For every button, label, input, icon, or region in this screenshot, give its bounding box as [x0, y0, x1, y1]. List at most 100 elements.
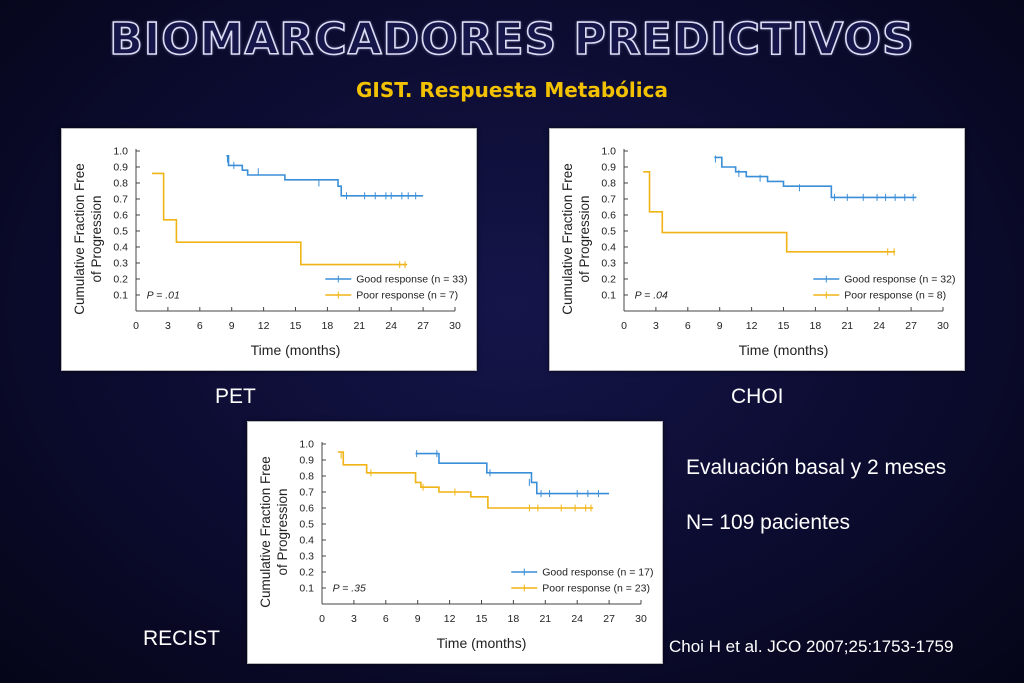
x-tick-label: 27 — [603, 613, 615, 625]
evaluation-note: Evaluación basal y 2 meses — [686, 456, 947, 479]
y-tick-label: 0.3 — [601, 258, 616, 270]
y-tick-label: 0.2 — [299, 567, 314, 579]
y-tick-label: 0.1 — [601, 290, 616, 302]
panel-label-recist: RECIST — [143, 627, 221, 650]
km-curve-good — [714, 156, 917, 199]
y-tick-label: 0.5 — [299, 519, 314, 531]
x-axis-label: Time (months) — [251, 342, 341, 358]
x-tick-label: 6 — [197, 320, 203, 332]
x-tick-label: 24 — [385, 320, 397, 332]
x-tick-label: 0 — [319, 613, 325, 625]
y-axis-label: of Progression — [89, 195, 104, 282]
y-tick-label: 0.3 — [299, 551, 314, 563]
y-tick-label: 0.6 — [601, 210, 616, 222]
y-tick-label: 0.2 — [113, 274, 128, 286]
x-tick-label: 30 — [937, 320, 949, 332]
chart-panel-recist: 0.1 0.2 0.3 0.4 0.5 0.6 0.7 0.8 0.9 1.0 0 3 6 9 12 15 18… — [247, 421, 663, 664]
km-chart-recist: 0.1 0.2 0.3 0.4 0.5 0.6 0.7 0.8 0.9 1.0 0 3 6 9 12 15 18… — [258, 439, 653, 652]
x-tick-label: 9 — [229, 320, 235, 332]
x-tick-label: 12 — [258, 320, 270, 332]
patients-note: N= 109 pacientes — [686, 511, 851, 534]
x-tick-label: 18 — [810, 320, 822, 332]
km-curve-good — [415, 452, 610, 495]
y-tick-label: 0.1 — [299, 583, 314, 595]
y-axis-label: Cumulative Fraction Free — [258, 456, 273, 608]
page-title: BIOMARCADORES PREDICTIVOS — [108, 13, 915, 66]
x-tick-label: 12 — [746, 320, 758, 332]
legend-label-good: Good response (n = 32) — [844, 274, 955, 286]
x-tick-label: 3 — [653, 320, 659, 332]
x-tick-label: 0 — [133, 320, 139, 332]
x-tick-label: 18 — [508, 613, 520, 625]
y-tick-label: 0.9 — [299, 455, 314, 467]
x-tick-label: 15 — [476, 613, 488, 625]
x-tick-label: 12 — [444, 613, 456, 625]
y-tick-label: 0.6 — [299, 503, 314, 515]
y-tick-label: 0.9 — [601, 162, 616, 174]
y-tick-label: 1.0 — [601, 146, 616, 158]
x-tick-label: 30 — [635, 613, 647, 625]
y-tick-label: 0.7 — [299, 487, 314, 499]
legend-label-good: Good response (n = 17) — [542, 567, 653, 579]
y-tick-label: 1.0 — [299, 439, 314, 451]
y-tick-label: 0.6 — [113, 210, 128, 222]
y-tick-label: 0.8 — [601, 178, 616, 190]
legend-label-good: Good response (n = 33) — [356, 274, 467, 286]
y-tick-label: 0.8 — [113, 178, 128, 190]
x-tick-label: 24 — [571, 613, 583, 625]
y-axis-label: Cumulative Fraction Free — [72, 163, 87, 315]
y-axis-label: of Progression — [577, 195, 592, 282]
x-tick-label: 3 — [351, 613, 357, 625]
y-tick-label: 0.4 — [601, 242, 616, 254]
km-curve-poor — [643, 171, 896, 253]
y-tick-label: 1.0 — [113, 146, 128, 158]
x-tick-label: 24 — [873, 320, 885, 332]
y-tick-label: 0.5 — [601, 226, 616, 238]
km-curve-poor — [151, 172, 408, 266]
y-tick-label: 0.7 — [601, 194, 616, 206]
x-tick-label: 21 — [841, 320, 853, 332]
legend-label-poor: Poor response (n = 23) — [542, 583, 650, 595]
chart-panel-pet: 0.1 0.2 0.3 0.4 0.5 0.6 0.7 0.8 0.9 1.0 0 3 6 9 12 15 18… — [61, 128, 477, 371]
y-axis-label: of Progression — [275, 488, 290, 575]
x-tick-label: 30 — [449, 320, 461, 332]
x-tick-label: 18 — [322, 320, 334, 332]
p-value: P = .01 — [147, 290, 180, 302]
panel-label-choi: CHOI — [731, 385, 784, 408]
y-tick-label: 0.8 — [299, 471, 314, 483]
x-tick-label: 9 — [717, 320, 723, 332]
y-tick-label: 0.5 — [113, 226, 128, 238]
x-tick-label: 21 — [539, 613, 551, 625]
y-tick-label: 0.4 — [113, 242, 128, 254]
y-tick-label: 0.1 — [113, 290, 128, 302]
y-tick-label: 0.7 — [113, 194, 128, 206]
x-tick-label: 6 — [685, 320, 691, 332]
y-axis-label: Cumulative Fraction Free — [560, 163, 575, 315]
x-tick-label: 6 — [383, 613, 389, 625]
y-tick-label: 0.2 — [601, 274, 616, 286]
x-tick-label: 27 — [905, 320, 917, 332]
x-tick-label: 27 — [417, 320, 429, 332]
y-tick-label: 0.4 — [299, 535, 314, 547]
p-value: P = .04 — [635, 290, 668, 302]
p-value: P = .35 — [333, 583, 366, 595]
x-axis-label: Time (months) — [739, 342, 829, 358]
km-chart-choi: 0.1 0.2 0.3 0.4 0.5 0.6 0.7 0.8 0.9 1.0 0 3 6 9 12 15 18… — [560, 146, 955, 359]
page-subtitle: GIST. Respuesta Metabólica — [356, 78, 668, 102]
x-tick-label: 0 — [621, 320, 627, 332]
panel-label-pet: PET — [215, 385, 256, 408]
x-tick-label: 21 — [353, 320, 365, 332]
x-tick-label: 15 — [778, 320, 790, 332]
legend-label-poor: Poor response (n = 8) — [844, 290, 946, 302]
x-axis-label: Time (months) — [437, 635, 527, 651]
legend-label-poor: Poor response (n = 7) — [356, 290, 458, 302]
chart-panel-choi: 0.1 0.2 0.3 0.4 0.5 0.6 0.7 0.8 0.9 1.0 0 3 6 9 12 15 18… — [549, 128, 965, 371]
km-curve-good — [226, 155, 424, 197]
km-curve-poor — [337, 451, 594, 509]
x-tick-label: 15 — [290, 320, 302, 332]
km-chart-pet: 0.1 0.2 0.3 0.4 0.5 0.6 0.7 0.8 0.9 1.0 0 3 6 9 12 15 18… — [72, 146, 467, 359]
y-tick-label: 0.3 — [113, 258, 128, 270]
citation: Choi H et al. JCO 2007;25:1753-1759 — [669, 637, 954, 656]
x-tick-label: 3 — [165, 320, 171, 332]
x-tick-label: 9 — [415, 613, 421, 625]
